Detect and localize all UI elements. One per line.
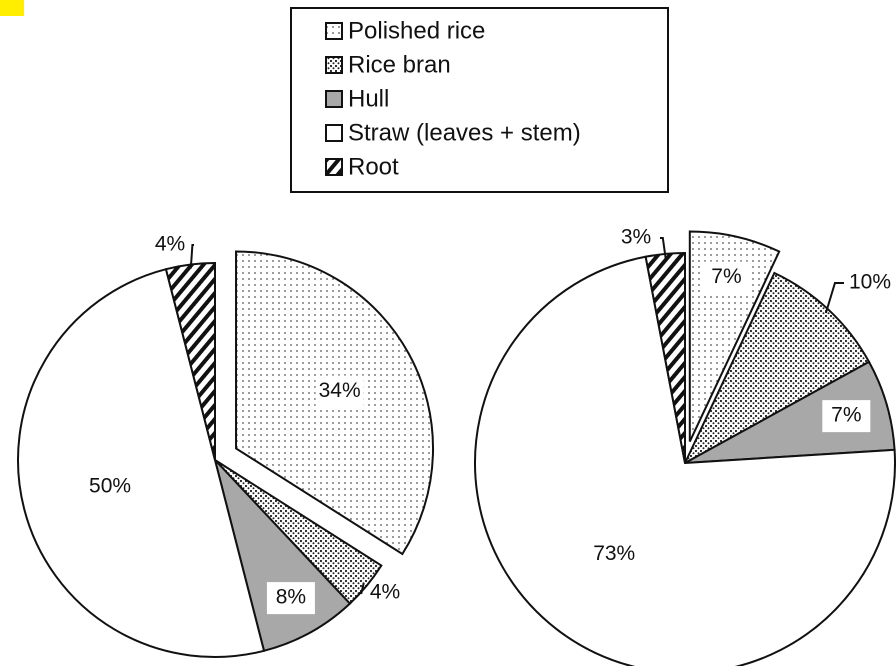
- data-label: 4%: [370, 581, 400, 604]
- data-label: 7%: [831, 404, 861, 427]
- data-label: 8%: [276, 586, 306, 609]
- legend-swatch: [325, 158, 343, 176]
- data-label: 73%: [593, 542, 635, 565]
- data-label: 3%: [621, 226, 651, 249]
- data-label: 50%: [89, 474, 131, 497]
- label-box: [266, 582, 315, 615]
- data-label: 4%: [155, 233, 185, 256]
- legend-label: Root: [348, 153, 399, 180]
- pie-slice: [474, 255, 896, 666]
- label-box: [702, 261, 751, 294]
- leader-line: [359, 582, 365, 594]
- highlight: [0, 0, 24, 16]
- leader-line: [824, 282, 844, 314]
- legend-swatch: [325, 124, 343, 142]
- pie-slice: [682, 271, 871, 466]
- legend-box: [290, 7, 669, 193]
- legend-swatch: [325, 90, 343, 108]
- legend-label: Straw (leaves + stem): [348, 119, 581, 146]
- label-box: [315, 375, 364, 408]
- leader-line: [189, 244, 194, 269]
- leader-line: [660, 237, 667, 259]
- pie-slice: [214, 459, 352, 653]
- pie-slice: [17, 267, 266, 658]
- data-label: 10%: [849, 271, 891, 294]
- data-label: 34%: [319, 379, 361, 402]
- legend-swatch: [325, 22, 343, 40]
- legend-label: Polished rice: [348, 17, 485, 44]
- label-box: [822, 400, 871, 433]
- data-label: 7%: [711, 265, 741, 288]
- legend-swatch: [325, 56, 343, 74]
- legend-label: Rice bran: [348, 51, 451, 78]
- legend-label: Hull: [348, 85, 389, 112]
